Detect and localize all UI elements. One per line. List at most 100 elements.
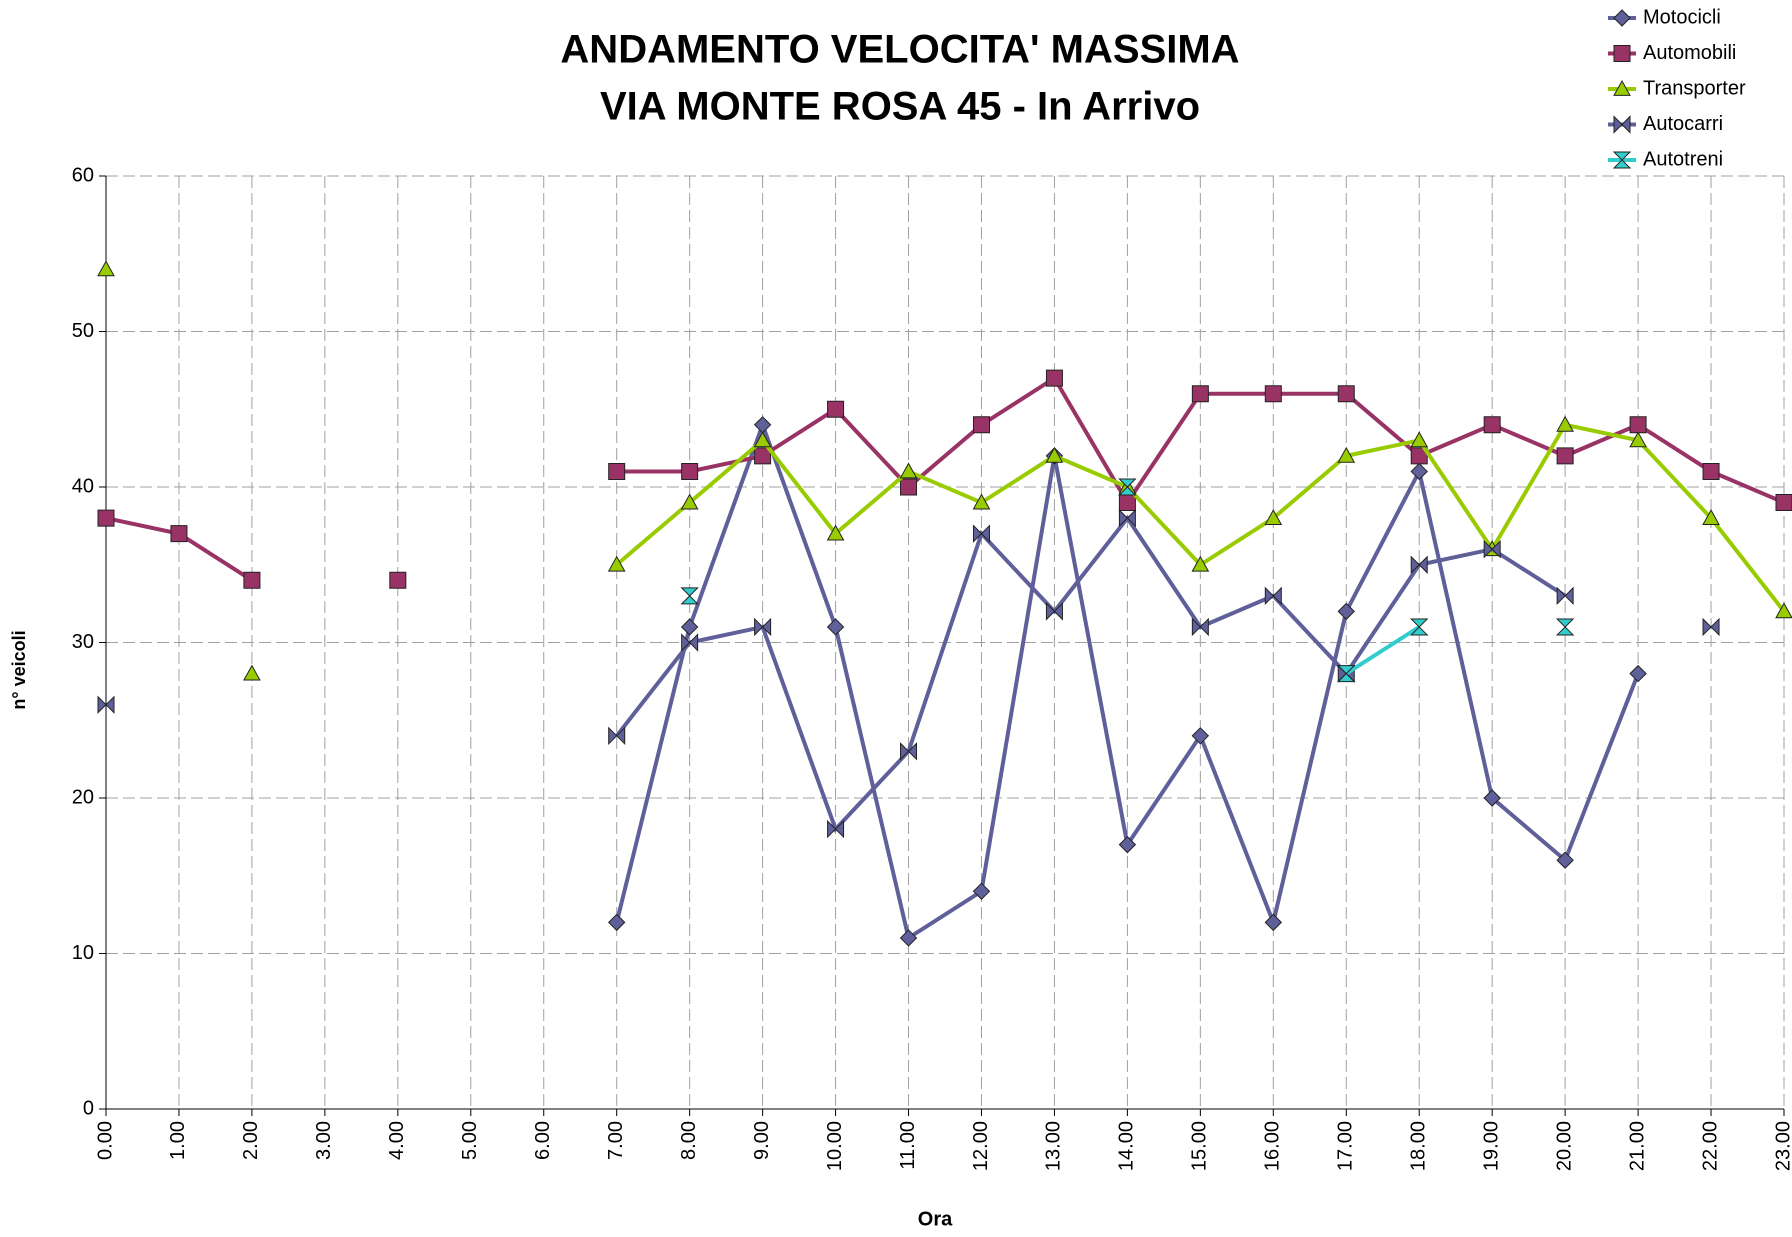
marker bbox=[1337, 602, 1355, 621]
x-tick-label: 23.00 bbox=[1772, 1121, 1792, 1171]
x-tick-label: 9.00 bbox=[751, 1121, 773, 1160]
marker bbox=[1191, 555, 1210, 572]
marker bbox=[899, 929, 918, 947]
marker bbox=[1410, 555, 1428, 574]
y-tick-label: 50 bbox=[72, 320, 94, 342]
marker bbox=[1337, 385, 1355, 403]
marker bbox=[1556, 415, 1574, 432]
legend-marker bbox=[1613, 9, 1631, 27]
legend-marker bbox=[1612, 151, 1632, 169]
series bbox=[97, 369, 1792, 589]
series bbox=[97, 260, 1792, 681]
series bbox=[607, 416, 1647, 947]
marker bbox=[1118, 835, 1137, 854]
legend-label: Automobili bbox=[1643, 42, 1736, 64]
marker bbox=[1702, 462, 1720, 480]
chart-title: ANDAMENTO VELOCITA' MASSIMA bbox=[560, 28, 1239, 72]
marker bbox=[1556, 851, 1574, 869]
x-tick-label: 3.00 bbox=[313, 1121, 335, 1160]
marker bbox=[1775, 602, 1792, 619]
line bbox=[617, 518, 1711, 829]
x-tick-label: 5.00 bbox=[459, 1121, 481, 1160]
marker bbox=[1264, 913, 1283, 932]
x-tick-label: 13.00 bbox=[1043, 1121, 1065, 1171]
marker bbox=[1264, 509, 1283, 525]
x-tick-label: 10.00 bbox=[824, 1121, 846, 1171]
marker bbox=[754, 447, 772, 465]
marker bbox=[1483, 789, 1501, 807]
legend-marker bbox=[1613, 79, 1631, 96]
marker bbox=[753, 431, 772, 448]
marker bbox=[1629, 664, 1647, 683]
x-tick-label: 11.00 bbox=[897, 1121, 919, 1170]
x-tick-label: 22.00 bbox=[1699, 1121, 1721, 1171]
x-axis-label: Ora bbox=[918, 1208, 953, 1230]
x-tick-label: 16.00 bbox=[1262, 1121, 1284, 1171]
legend-marker bbox=[1613, 45, 1631, 62]
marker bbox=[1556, 447, 1574, 465]
marker bbox=[899, 462, 918, 479]
marker bbox=[680, 618, 699, 636]
x-tick-label: 19.00 bbox=[1480, 1121, 1502, 1171]
marker bbox=[826, 524, 845, 541]
marker bbox=[681, 462, 699, 480]
marker bbox=[97, 695, 115, 714]
marker bbox=[607, 913, 626, 932]
marker bbox=[97, 509, 115, 527]
marker bbox=[1191, 727, 1210, 745]
marker bbox=[754, 617, 772, 637]
marker bbox=[1118, 508, 1136, 528]
marker bbox=[1556, 586, 1574, 606]
x-tick-label: 8.00 bbox=[678, 1121, 700, 1160]
marker bbox=[827, 819, 845, 839]
marker bbox=[680, 587, 699, 605]
marker bbox=[1483, 416, 1501, 434]
marker bbox=[972, 493, 991, 510]
marker bbox=[1629, 431, 1647, 448]
marker bbox=[1191, 385, 1209, 403]
marker bbox=[1629, 416, 1647, 434]
marker bbox=[900, 478, 918, 496]
chart-title: VIA MONTE ROSA 45 - In Arrivo bbox=[600, 85, 1200, 129]
x-tick-label: 0.00 bbox=[94, 1121, 116, 1160]
marker bbox=[680, 493, 699, 510]
legend-label: Autocarri bbox=[1643, 113, 1723, 135]
marker bbox=[1045, 446, 1064, 463]
x-tick-label: 1.00 bbox=[167, 1121, 189, 1160]
marker bbox=[1410, 462, 1428, 481]
x-tick-label: 12.00 bbox=[970, 1121, 992, 1171]
x-tick-label: 18.00 bbox=[1407, 1121, 1429, 1171]
x-tick-label: 21.00 bbox=[1626, 1121, 1648, 1171]
marker bbox=[1045, 602, 1063, 621]
legend-label: Autotreni bbox=[1643, 148, 1723, 170]
marker bbox=[389, 571, 407, 589]
marker bbox=[1045, 369, 1063, 387]
x-tick-label: 7.00 bbox=[605, 1121, 627, 1160]
y-tick-label: 0 bbox=[83, 1097, 94, 1119]
marker bbox=[1264, 385, 1282, 403]
marker bbox=[1775, 494, 1792, 512]
marker bbox=[1555, 618, 1575, 636]
marker bbox=[827, 400, 845, 418]
x-tick-label: 6.00 bbox=[532, 1121, 554, 1160]
marker bbox=[608, 726, 626, 746]
x-tick-label: 14.00 bbox=[1116, 1121, 1138, 1171]
x-tick-label: 4.00 bbox=[386, 1121, 408, 1160]
marker bbox=[1337, 665, 1356, 683]
marker bbox=[1118, 494, 1136, 512]
marker bbox=[972, 882, 991, 901]
legend-label: Motocicli bbox=[1643, 6, 1721, 28]
marker bbox=[97, 260, 115, 277]
marker bbox=[170, 525, 188, 543]
y-tick-label: 60 bbox=[72, 164, 94, 186]
marker bbox=[1191, 617, 1209, 637]
marker bbox=[972, 524, 990, 543]
x-tick-label: 15.00 bbox=[1189, 1121, 1211, 1171]
marker bbox=[972, 416, 990, 434]
marker bbox=[243, 664, 261, 681]
marker bbox=[826, 618, 845, 636]
marker bbox=[1118, 478, 1137, 496]
series bbox=[680, 478, 1575, 683]
marker bbox=[1702, 617, 1720, 637]
